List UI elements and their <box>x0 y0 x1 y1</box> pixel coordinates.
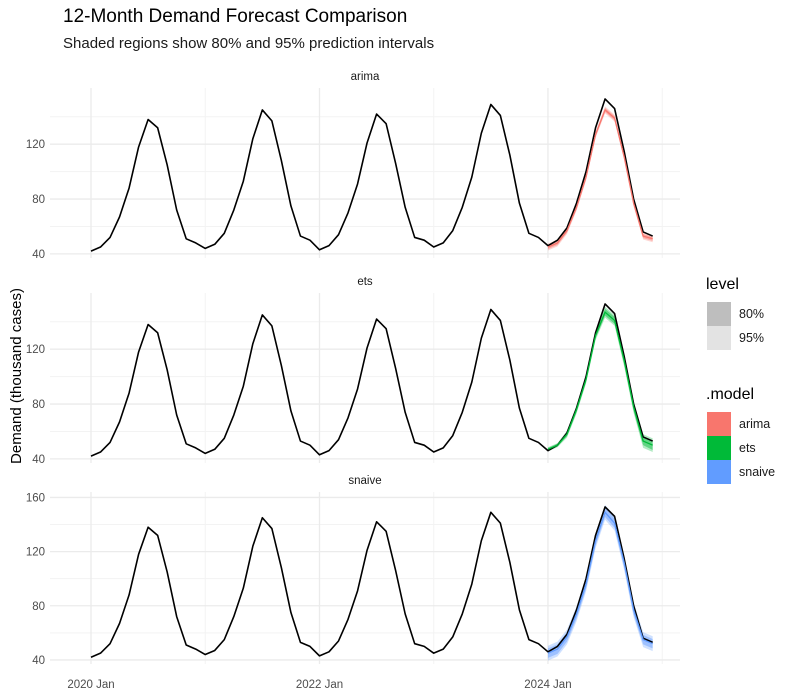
forecast-mean-line-ets <box>547 311 653 450</box>
y-tick-label: 40 <box>32 655 45 667</box>
x-tick-label: 2024 Jan <box>524 679 571 691</box>
legend-level-title: level <box>706 276 739 293</box>
y-tick-label: 80 <box>32 399 45 411</box>
y-tick-label: 40 <box>32 454 45 466</box>
forecast-mean-line-snaive <box>547 511 653 654</box>
interval-80-band <box>547 107 653 250</box>
legend-label-snaive: snaive <box>739 465 776 479</box>
legend-label-80: 80% <box>739 307 765 321</box>
x-tick-label: 2020 Jan <box>67 679 114 691</box>
interval-95-band <box>547 504 653 661</box>
actual-series-line <box>90 506 653 658</box>
x-tick-label: 2022 Jan <box>296 679 343 691</box>
facet-panel-ets: ets 40 80 120 <box>26 276 680 466</box>
facet-strip-label: arima <box>351 71 380 83</box>
facet-panel-snaive: snaive 40 80 120 160 <box>26 475 680 667</box>
legend-swatch-ets <box>707 436 731 460</box>
facet-panel-arima: arima 40 80 120 <box>26 71 680 261</box>
y-tick-label: 80 <box>32 601 45 613</box>
facet-strip-label: snaive <box>348 475 381 487</box>
actual-series-line <box>90 98 653 252</box>
y-tick-label: 160 <box>26 492 45 504</box>
interval-95-band <box>547 106 653 251</box>
y-tick-label: 80 <box>32 194 45 206</box>
legend-model-title: .model <box>706 386 755 403</box>
y-tick-label: 120 <box>26 547 45 559</box>
chart-title: 12-Month Demand Forecast Comparison <box>63 6 408 27</box>
legend-swatch-arima <box>707 412 731 436</box>
legend-label-95: 95% <box>739 331 765 345</box>
y-tick-label: 40 <box>32 249 45 261</box>
y-axis-title: Demand (thousand cases) <box>8 288 25 464</box>
chart-subtitle: Shaded regions show 80% and 95% predicti… <box>63 35 435 52</box>
legend-swatch-snaive <box>707 460 731 484</box>
interval-95-band <box>547 306 653 453</box>
forecast-mean-line-arima <box>547 108 653 248</box>
facet-strip-label: ets <box>357 276 373 288</box>
y-tick-label: 120 <box>26 344 45 356</box>
legend-label-arima: arima <box>739 417 771 431</box>
interval-80-band <box>547 308 653 451</box>
legend-swatch-95 <box>707 326 731 350</box>
legend-label-ets: ets <box>739 441 756 455</box>
legend-swatch-80 <box>707 302 731 326</box>
y-tick-label: 120 <box>26 139 45 151</box>
